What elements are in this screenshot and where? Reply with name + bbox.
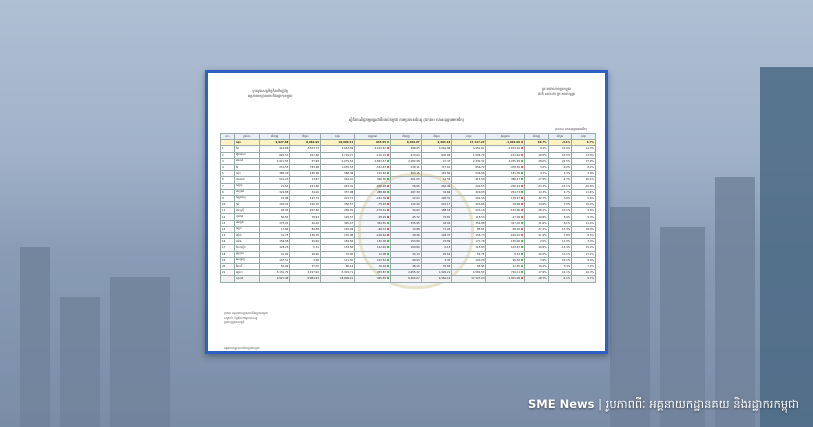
building <box>660 227 705 427</box>
glass-tower <box>760 67 813 427</box>
table-row: 8 អាល្លឺម៉ង់ 322.88 34.20 357.08 288.68 287.39… <box>220 188 596 196</box>
positive-indicator-icon <box>521 178 524 181</box>
positive-indicator-icon <box>387 258 390 261</box>
negative-indicator-icon <box>521 196 524 199</box>
building <box>610 207 650 427</box>
negative-indicator-icon <box>387 227 390 230</box>
negative-indicator-icon <box>387 184 390 187</box>
positive-indicator-icon <box>387 178 390 181</box>
positive-indicator-icon <box>387 172 390 175</box>
table-row: 11 ម៉ាឡេស៊ី 28.35 207.66 236.01 -179.31 34.63 1… <box>220 207 596 215</box>
credit-caption: រូបភាពពីៈ អគ្គនាយកដ្ឋានគយ និងរដ្ឋាករកម្ព… <box>605 397 799 411</box>
kingdom-header: ព្រះរាជាណាចក្រកម្ពុជា ជាតិ សាសនា ព្រះមហា… <box>538 87 575 97</box>
negative-indicator-icon <box>387 166 390 169</box>
header-right-line2: ជាតិ សាសនា ព្រះមហាក្សត្រ <box>538 92 575 96</box>
negative-indicator-icon <box>521 277 524 280</box>
footnotes: ប្រភព៖ អគ្គនាយកដ្ឋានគយនិងរដ្ឋាករកម្ពុជា … <box>224 311 268 325</box>
building <box>715 177 755 427</box>
positive-indicator-icon <box>521 159 524 162</box>
negative-indicator-icon <box>387 215 390 218</box>
negative-indicator-icon <box>521 209 524 212</box>
table-cell: -4.1% <box>547 275 573 283</box>
table-cell: 8,981.93 <box>289 275 321 283</box>
positive-indicator-icon <box>387 252 390 255</box>
footnote: តួលេខត្រូវបានបង្គត់ <box>224 320 245 325</box>
ministry-header: ក្រសួងសេដ្ឋកិច្ចនិងហិរញ្ញវត្ថុ អគ្គនាយកដ… <box>248 89 292 99</box>
positive-indicator-icon <box>521 172 524 175</box>
negative-indicator-icon <box>387 209 390 212</box>
table-cell: 9,364.16 <box>420 275 453 283</box>
positive-indicator-icon <box>521 258 524 261</box>
positive-indicator-icon <box>521 271 524 274</box>
building <box>60 297 100 427</box>
footnote: ប្រភព៖ អគ្គនាយកដ្ឋានគយនិងរដ្ឋាករកម្ពុជា <box>224 311 268 315</box>
negative-indicator-icon <box>521 141 524 144</box>
table-cell: -1,001.09 <box>485 275 526 283</box>
header-left-line2: អគ្គនាយកដ្ឋានគយនិងរដ្ឋាករកម្ពុជា <box>248 94 293 98</box>
photo-credit: SME News | រូបភាពពីៈ អគ្គនាយកដ្ឋានគយ និង… <box>528 397 799 414</box>
negative-indicator-icon <box>521 153 524 156</box>
signature-line: អគ្គនាយកដ្ឋានគយនិងរដ្ឋាករកម្ពុជា <box>224 346 260 350</box>
unit-note: (ឯកតា៖ លានដុល្លារអាមេរិក) <box>554 127 587 131</box>
positive-indicator-icon <box>387 141 390 144</box>
positive-indicator-icon <box>521 240 524 243</box>
table-row: 2 វៀតណាម 801.53 917.68 1,719.21 -116.15 679.04… <box>220 151 596 159</box>
positive-indicator-icon <box>387 221 390 224</box>
negative-indicator-icon <box>521 147 524 150</box>
negative-indicator-icon <box>521 203 524 206</box>
table-row: 1 ចិន 419.86 3,523.73 3,943.59 -3,103.87 388.0… <box>220 145 596 153</box>
negative-indicator-icon <box>521 227 524 230</box>
table-row: 21 ផ្សេងៗ 3,131.79 2,197.92 5,329.71 933.87 2,… <box>220 269 596 277</box>
negative-indicator-icon <box>387 203 390 206</box>
positive-indicator-icon <box>521 246 524 249</box>
source-label: SME News <box>528 397 595 411</box>
positive-indicator-icon <box>521 252 524 255</box>
positive-indicator-icon <box>387 265 390 268</box>
negative-indicator-icon <box>387 234 390 237</box>
positive-indicator-icon <box>387 240 390 243</box>
trade-statistics-table: ល.រ ប្រទេស នាំចេញ នាំចូល សរុប តុល្យភាព នាំចេញន… <box>220 132 596 283</box>
positive-indicator-icon <box>387 190 390 193</box>
positive-indicator-icon <box>521 265 524 268</box>
negative-indicator-icon <box>521 215 524 218</box>
positive-indicator-icon <box>521 190 524 193</box>
table-cell: សរុបរង <box>233 275 260 283</box>
positive-indicator-icon <box>387 159 390 162</box>
positive-indicator-icon <box>387 246 390 249</box>
negative-indicator-icon <box>387 153 390 156</box>
statistics-document: ក្រសួងសេដ្ឋកិច្ចនិងហិរញ្ញវត្ថុ អគ្គនាយកដ… <box>205 70 608 354</box>
positive-indicator-icon <box>387 271 390 274</box>
table-cell: 9,927.48 <box>258 275 291 283</box>
negative-indicator-icon <box>387 196 390 199</box>
negative-indicator-icon <box>521 234 524 237</box>
header-left-line1: ក្រសួងសេដ្ឋកិច្ចនិងហិរញ្ញវត្ថុ <box>252 89 288 93</box>
negative-indicator-icon <box>387 147 390 150</box>
building <box>110 277 170 427</box>
table-cell <box>220 275 235 283</box>
table-cell: 8,363.07 <box>390 275 422 283</box>
positive-indicator-icon <box>387 277 390 280</box>
table-row: 14 ឥណ្ឌា 17.66 84.38 102.04 -66.72 13.88 71.93 8… <box>220 225 596 234</box>
table-cell: 17,727.23 <box>451 275 487 283</box>
table-cell: 6.7% <box>571 275 596 283</box>
table-row: សរុបរង 9,927.48 8,981.93 18,909.41 945.55 8,3… <box>220 275 596 283</box>
negative-indicator-icon <box>521 166 524 169</box>
building <box>20 247 50 427</box>
header-right-line1: ព្រះរាជាណាចក្រកម្ពុជា <box>542 87 572 91</box>
table-cell: 18,909.41 <box>319 275 356 283</box>
document-title: ស្ថិតិពាណិជ្ជកម្មអន្តរជាតិរបស់កម្ពុជា តា… <box>348 117 465 122</box>
credit-separator: | <box>594 397 606 411</box>
table-cell: 18.7% <box>524 275 549 283</box>
footnote: សម្គាល់៖ ទិន្នន័យបណ្ដោះអាសន្ន <box>224 315 258 320</box>
table-row: 10 កូរ៉េ 140.32 216.25 356.57 -75.93 122.49 201… <box>220 201 596 209</box>
table-cell: 945.55 <box>354 275 392 283</box>
positive-indicator-icon <box>521 221 524 224</box>
negative-indicator-icon <box>521 184 524 187</box>
